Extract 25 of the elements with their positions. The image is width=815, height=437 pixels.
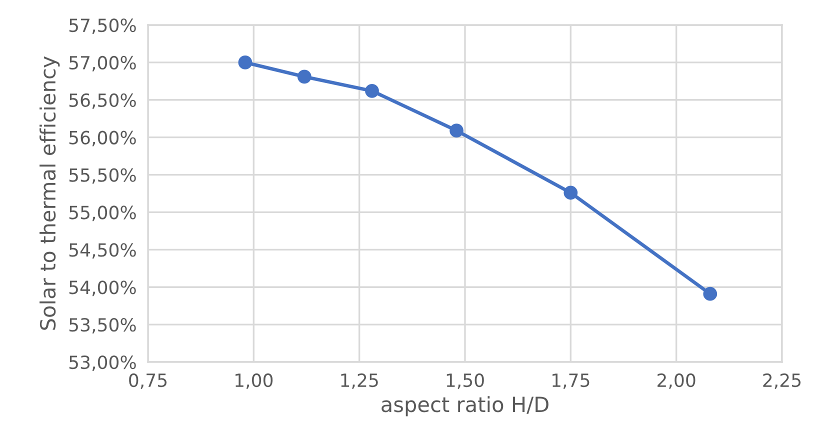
y-tick-label: 54,50% xyxy=(69,243,136,259)
y-tick-label: 56,50% xyxy=(69,93,136,109)
y-tick-label: 53,50% xyxy=(69,318,136,334)
y-tick-label: 55,50% xyxy=(69,168,136,184)
point xyxy=(365,84,379,98)
x-tick-label: 1,50 xyxy=(446,373,484,389)
x-tick-label: 2,25 xyxy=(763,373,801,389)
x-tick-label: 2,00 xyxy=(658,373,696,389)
y-tick-label: 57,00% xyxy=(69,56,136,72)
y-tick-label: 55,00% xyxy=(69,206,136,222)
point xyxy=(703,286,718,301)
point xyxy=(297,70,312,84)
point xyxy=(238,56,252,70)
y-axis-title: Solar to thermal efficiency xyxy=(40,56,60,330)
x-tick-label: 1,25 xyxy=(341,373,378,389)
x-tick-label: 1,75 xyxy=(552,374,590,389)
point xyxy=(450,124,464,138)
y-tick-label: 53,00% xyxy=(69,355,136,371)
point xyxy=(564,186,578,200)
x-tick-label: 1,00 xyxy=(236,373,273,389)
y-tick-label: 57,50% xyxy=(69,18,136,34)
x-tick-label: 0,75 xyxy=(129,373,167,389)
x-axis-title: aspect ratio H/D xyxy=(382,396,548,416)
y-tick-label: 56,00% xyxy=(69,130,136,146)
y-tick-label: 54,00% xyxy=(69,280,136,296)
